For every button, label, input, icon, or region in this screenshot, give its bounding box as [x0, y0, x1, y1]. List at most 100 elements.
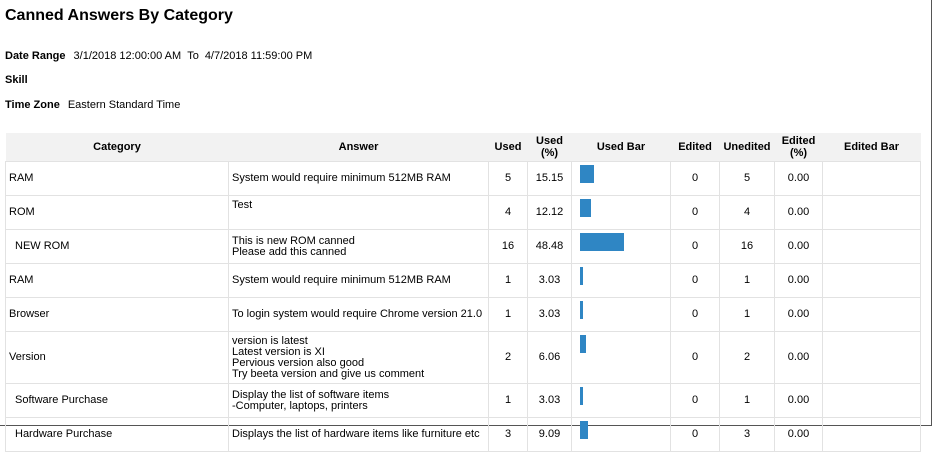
report-title: Canned Answers By Category — [5, 7, 233, 24]
used-pct: 48.48 — [527, 229, 572, 264]
answer-line: This is new ROM canned — [232, 234, 355, 247]
label: Skill — [5, 74, 28, 86]
answer: Test — [228, 195, 489, 230]
answer: To login system would require Chrome ver… — [228, 297, 489, 332]
table-row: Hardware Purchase Displays the list of ha… — [5, 417, 921, 452]
used-bar — [580, 421, 589, 439]
used: 2 — [488, 331, 528, 384]
used-bar-cell — [571, 161, 671, 196]
edited-bar-cell — [822, 161, 921, 196]
table-row: Version version is latest Latest version i… — [5, 331, 921, 384]
answer-line: -Computer, laptops, printers — [232, 399, 368, 412]
table-row: ROM Test 4 12.12 0 4 0.00 — [5, 195, 921, 230]
edited-bar-cell — [822, 263, 921, 298]
used-pct: 6.06 — [527, 331, 572, 384]
used: 4 — [488, 195, 528, 230]
used-bar — [580, 387, 583, 405]
used-bar — [580, 267, 583, 285]
column-header: Edited Bar — [822, 133, 921, 162]
answer-line: Pervious version also good — [232, 356, 365, 369]
edited: 0 — [670, 229, 720, 264]
used-bar-cell — [571, 195, 671, 230]
used: 1 — [488, 263, 528, 298]
column-header: Used — [488, 133, 528, 162]
unedited: 3 — [719, 417, 775, 452]
answer-line: Try beeta version and give us comment — [232, 367, 425, 380]
skill: Skill — [5, 74, 36, 86]
answer-line: System would require minimum 512MB RAM — [232, 274, 451, 286]
answer: System would require minimum 512MB RAM — [228, 161, 489, 196]
used: 5 — [488, 161, 528, 196]
used-bar — [580, 165, 594, 183]
answer-line: To login system would require Chrome ver… — [232, 308, 483, 320]
date-range: Date Range 3/1/2018 12:00:00 AM To 4/7/2018… — [5, 50, 318, 62]
edited-bar-cell — [822, 417, 921, 452]
used-bar — [580, 335, 586, 353]
date-from: 3/1/2018 12:00:00 AM — [73, 50, 182, 62]
header-row: Category Answer Used Used (%) Used Bar Edited… — [5, 133, 921, 162]
answer: Displays the list of hardware items like… — [228, 417, 489, 452]
category: Version — [5, 331, 229, 384]
edited-pct: 0.00 — [774, 229, 823, 264]
edited: 0 — [670, 195, 720, 230]
edited: 0 — [670, 383, 720, 418]
used-bar-cell — [571, 297, 671, 332]
edited-bar-cell — [822, 229, 921, 264]
edited-pct: 0.00 — [774, 331, 823, 384]
answer: This is new ROM canned Please add this ca… — [228, 229, 489, 264]
unedited: 1 — [719, 263, 775, 298]
edited-pct: 0.00 — [774, 383, 823, 418]
used-pct: 3.03 — [527, 297, 572, 332]
column-header: Used (%) — [527, 133, 572, 162]
category: Browser — [5, 297, 229, 332]
date-to: 4/7/2018 11:59:00 PM — [204, 50, 313, 62]
used-bar-cell — [571, 263, 671, 298]
used-bar-cell — [571, 331, 671, 384]
edited-bar-cell — [822, 331, 921, 384]
used-bar-cell — [571, 229, 671, 264]
report-table: Category Answer Used Used (%) Used Bar Edited… — [5, 133, 921, 452]
edited-pct: 0.00 — [774, 161, 823, 196]
unedited: 2 — [719, 331, 775, 384]
edited-pct: 0.00 — [774, 263, 823, 298]
edited: 0 — [670, 161, 720, 196]
column-header: Used Bar — [571, 133, 671, 162]
used-bar — [580, 199, 592, 217]
answer: System would require minimum 512MB RAM — [228, 263, 489, 298]
column-header: Edited — [670, 133, 720, 162]
edited: 0 — [670, 331, 720, 384]
answer: version is latest Latest version is XI Per… — [228, 331, 489, 384]
label: Time Zone — [5, 99, 60, 111]
answer: Display the list of software items -Compu… — [228, 383, 489, 418]
edited: 0 — [670, 263, 720, 298]
answer-line: Latest version is XI — [232, 345, 325, 358]
category: NEW ROM — [5, 229, 229, 264]
used-pct: 9.09 — [527, 417, 572, 452]
used-bar-cell — [571, 417, 671, 452]
unedited: 5 — [719, 161, 775, 196]
edited-bar-cell — [822, 383, 921, 418]
column-header: Answer — [228, 133, 489, 162]
table-row: RAM System would require minimum 512MB RA… — [5, 263, 921, 298]
answer-line: version is latest — [232, 334, 308, 347]
to: To — [187, 50, 199, 62]
time-zone-value: Eastern Standard Time — [67, 99, 181, 111]
time-zone: Time Zone Eastern Standard Time — [5, 99, 186, 111]
used: 3 — [488, 417, 528, 452]
table-row: NEW ROM This is new ROM canned Please add … — [5, 229, 921, 264]
used-pct: 3.03 — [527, 383, 572, 418]
used: 1 — [488, 297, 528, 332]
answer-line: Test — [232, 199, 253, 211]
table-row: Browser To login system would require Chr… — [5, 297, 921, 332]
used-pct: 15.15 — [527, 161, 572, 196]
label: Date Range — [5, 50, 66, 62]
used-bar — [580, 301, 583, 319]
column-header: Edited (%) — [774, 133, 823, 162]
unedited: 16 — [719, 229, 775, 264]
answer-line: Please add this canned — [232, 245, 347, 258]
answer-line: System would require minimum 512MB RAM — [232, 172, 451, 184]
edited: 0 — [670, 417, 720, 452]
used-pct: 12.12 — [527, 195, 572, 230]
category: RAM — [5, 263, 229, 298]
